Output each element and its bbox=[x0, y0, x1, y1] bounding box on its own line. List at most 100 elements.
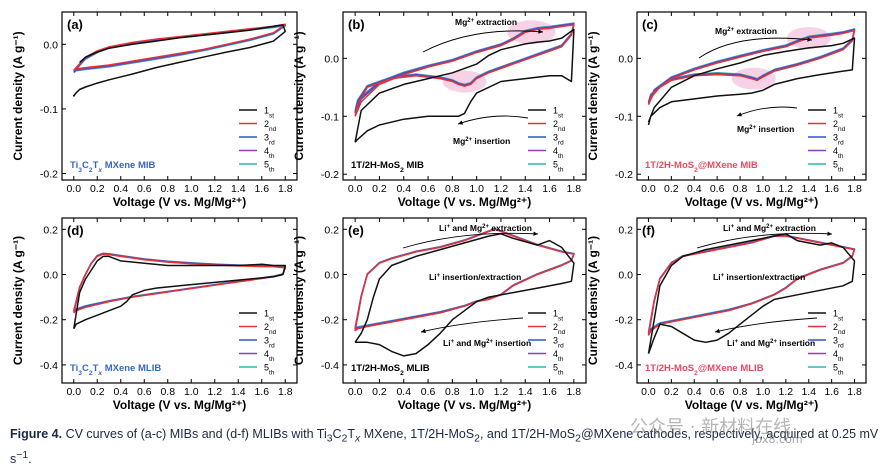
x-tick-label: 1.6 bbox=[254, 386, 269, 398]
x-axis-label: Voltage (V vs. Mg/Mg²⁺) bbox=[113, 195, 246, 209]
annotation-arrow-head bbox=[827, 231, 832, 236]
panel-letter: (e) bbox=[348, 223, 364, 238]
y-axis-label: Current density (A g⁻¹) bbox=[292, 31, 306, 160]
annotation-insertion: Li+ and Mg2+ insertion bbox=[727, 338, 815, 348]
cv-curve-1st bbox=[73, 255, 287, 330]
x-tick-label: 0.8 bbox=[445, 183, 460, 195]
x-tick-label: 1.8 bbox=[567, 183, 582, 195]
x-tick-label: 0.6 bbox=[137, 183, 152, 195]
x-tick-label: 0.2 bbox=[372, 183, 387, 195]
annotation-arrow bbox=[736, 106, 798, 117]
watermark-url: jbx8.com bbox=[752, 433, 803, 446]
y-tick-label: -0.4 bbox=[321, 360, 339, 372]
legend-label-5th: 5th bbox=[553, 160, 564, 174]
legend-label-4th: 4th bbox=[833, 146, 844, 160]
sample-label: 1T/2H-MoS2@MXene MLIB bbox=[645, 363, 764, 377]
annotation-li-insertion-extraction: Li+ insertion/extraction bbox=[713, 272, 805, 282]
y-tick-label: -0.1 bbox=[615, 111, 633, 123]
x-tick-label: 0.2 bbox=[664, 183, 679, 195]
insertion-highlight bbox=[442, 70, 487, 93]
annotation-arrow bbox=[696, 232, 833, 249]
cv-curve-2nd bbox=[647, 235, 856, 336]
y-tick-label: -0.2 bbox=[615, 169, 633, 181]
sample-label: 1T/2H-MoS2 MIB bbox=[351, 160, 424, 174]
x-axis-label: Voltage (V vs. Mg/Mg²⁺) bbox=[398, 195, 531, 209]
cv-curve-2nd bbox=[73, 23, 287, 71]
annotation-extraction: Mg2+ extraction bbox=[455, 17, 517, 27]
x-tick-label: 0.6 bbox=[710, 183, 725, 195]
y-tick-label: -0.2 bbox=[40, 315, 58, 327]
annotation-arrow-head bbox=[807, 37, 812, 42]
legend-label-2nd: 2nd bbox=[553, 119, 566, 133]
annotation-arrow-head bbox=[421, 328, 426, 334]
panel-letter: (b) bbox=[348, 17, 365, 32]
x-tick-label: 1.2 bbox=[779, 386, 794, 398]
panel-letter: (c) bbox=[642, 17, 658, 32]
x-tick-label: 1.4 bbox=[518, 386, 533, 398]
x-tick-label: 1.6 bbox=[542, 183, 557, 195]
caption-text: CV curves of (a-c) MIBs and (d-f) MLIBs … bbox=[10, 427, 879, 466]
x-tick-label: 0.6 bbox=[421, 183, 436, 195]
panel-b: 0.0 0.2 0.4 0.6 0.8 1.0 1.2 1.4 1.6 1.8 0.0 -0.1 -0.… bbox=[292, 11, 587, 209]
x-tick-label: 1.4 bbox=[801, 386, 816, 398]
annotation-insertion: Li+ and Mg2+ insertion bbox=[443, 338, 531, 348]
y-tick-label: 0.0 bbox=[618, 53, 633, 65]
x-tick-label: 1.6 bbox=[542, 386, 557, 398]
y-tick-label: -0.2 bbox=[40, 169, 58, 181]
x-tick-label: 1.8 bbox=[278, 183, 293, 195]
annotation-arrow-head bbox=[533, 231, 538, 236]
x-tick-label: 0.8 bbox=[445, 386, 460, 398]
legend-label-3rd: 3rd bbox=[553, 133, 564, 147]
annotation-arrow bbox=[402, 232, 539, 249]
annotation-li-insertion-extraction: Li+ insertion/extraction bbox=[429, 272, 521, 282]
x-tick-label: 1.6 bbox=[824, 386, 839, 398]
cv-curve-2nd bbox=[647, 29, 856, 106]
cv-curve-2nd bbox=[73, 253, 287, 314]
legend-label-2nd: 2nd bbox=[833, 322, 846, 336]
x-tick-label: 1.8 bbox=[847, 386, 862, 398]
annotation-arrow bbox=[420, 317, 524, 333]
y-tick-label: -0.4 bbox=[40, 360, 58, 372]
panel-d: 0.0 0.2 0.4 0.6 0.8 1.0 1.2 1.4 1.6 1.8 0.2 0.0 -0.2… bbox=[11, 217, 298, 412]
plot-frame bbox=[636, 217, 867, 384]
x-tick-label: 1.2 bbox=[494, 386, 509, 398]
x-tick-label: 1.2 bbox=[779, 183, 794, 195]
x-tick-label: 0.2 bbox=[664, 386, 679, 398]
x-tick-label: 0.8 bbox=[733, 386, 748, 398]
annotation-arrow-head bbox=[737, 112, 742, 117]
x-tick-label: 0.8 bbox=[733, 183, 748, 195]
cv-curve-1st bbox=[354, 233, 575, 357]
panel-f: 0.0 0.2 0.4 0.6 0.8 1.0 1.2 1.4 1.6 1.8 0.2 0.0 -0.2… bbox=[586, 217, 867, 412]
x-tick-label: 0.4 bbox=[687, 183, 702, 195]
x-tick-label: 1.4 bbox=[231, 183, 246, 195]
caption-lead: Figure 4. bbox=[10, 427, 63, 441]
y-axis-label: Current density (A g⁻¹) bbox=[11, 236, 25, 365]
legend-label-2nd: 2nd bbox=[553, 322, 566, 336]
cv-curve-5th bbox=[647, 234, 856, 333]
y-tick-label: 0.2 bbox=[324, 224, 339, 236]
legend-label-3rd: 3rd bbox=[264, 336, 275, 350]
x-tick-label: 1.6 bbox=[824, 183, 839, 195]
cv-curve-1st bbox=[354, 28, 575, 143]
x-axis-label: Voltage (V vs. Mg/Mg²⁺) bbox=[685, 398, 818, 412]
legend-label-4th: 4th bbox=[264, 349, 275, 363]
plot-frame bbox=[342, 217, 587, 384]
y-tick-label: -0.2 bbox=[321, 169, 339, 181]
x-tick-label: 1.2 bbox=[494, 183, 509, 195]
legend-label-1st: 1st bbox=[264, 106, 274, 120]
x-tick-label: 0.0 bbox=[348, 183, 363, 195]
panel-letter: (d) bbox=[67, 223, 84, 238]
x-tick-label: 0.4 bbox=[396, 386, 411, 398]
x-tick-label: 0.8 bbox=[160, 183, 175, 195]
y-axis-label: Current density (A g⁻¹) bbox=[586, 31, 600, 160]
annotation-extraction: Li+ and Mg2+ extraction bbox=[439, 223, 532, 233]
legend-label-3rd: 3rd bbox=[833, 336, 844, 350]
y-tick-label: -0.2 bbox=[615, 315, 633, 327]
cv-curve-2nd bbox=[354, 228, 575, 332]
x-tick-label: 1.0 bbox=[184, 386, 199, 398]
legend-label-5th: 5th bbox=[833, 363, 844, 377]
x-tick-label: 0.0 bbox=[66, 183, 81, 195]
plot-frame bbox=[61, 217, 298, 384]
x-tick-label: 1.4 bbox=[801, 183, 816, 195]
